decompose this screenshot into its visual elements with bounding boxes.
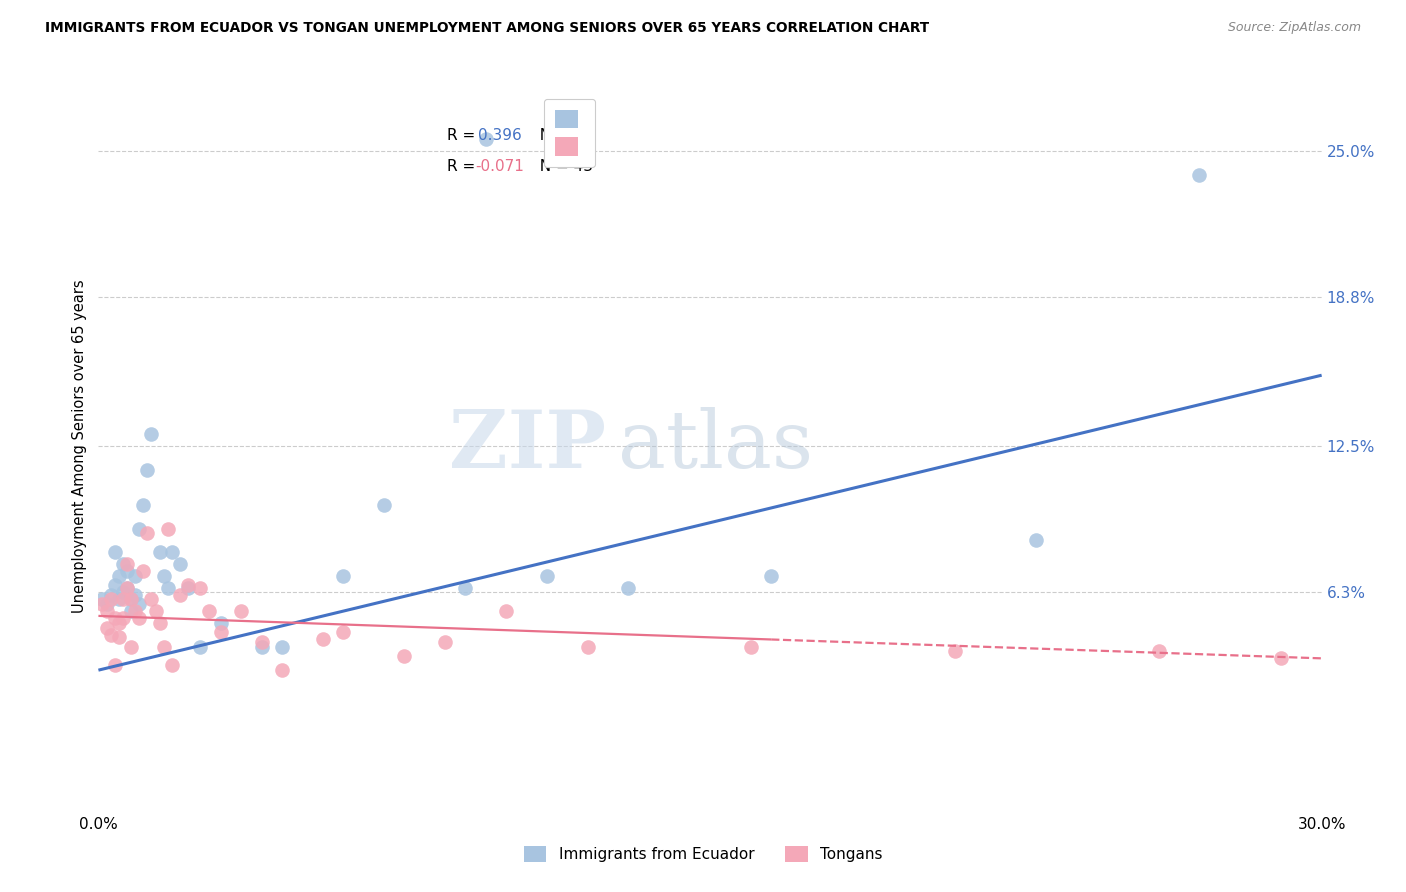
Point (149, 545, 172, 559)
Point (177, 578, 200, 592)
Point (124, 588, 146, 602)
Point (160, 658, 183, 673)
Point (1025, 533, 1047, 548)
Point (120, 592, 142, 607)
Y-axis label: Unemployment Among Seniors over 65 years: Unemployment Among Seniors over 65 years (72, 279, 87, 613)
Text: IMMIGRANTS FROM ECUADOR VS TONGAN UNEMPLOYMENT AMONG SENIORS OVER 65 YEARS CORRE: IMMIGRANTS FROM ECUADOR VS TONGAN UNEMPL… (45, 21, 929, 36)
Point (1270, 651, 1292, 665)
Point (152, 640, 174, 654)
Point (209, 625, 232, 640)
Point (128, 597, 150, 611)
Point (104, 578, 127, 592)
Point (145, 604, 167, 618)
Point (91, 597, 114, 611)
Point (132, 564, 155, 578)
Point (108, 592, 131, 607)
Point (740, 640, 762, 654)
Point (197, 604, 219, 618)
Point (231, 604, 253, 618)
Point (124, 568, 146, 582)
Point (270, 663, 294, 677)
Point (156, 522, 179, 536)
Point (332, 625, 354, 640)
Text: atlas: atlas (619, 407, 814, 485)
Point (141, 592, 163, 607)
Point (120, 592, 142, 607)
Point (104, 611, 127, 625)
Point (454, 581, 477, 595)
Point (136, 462, 159, 476)
Point (169, 557, 191, 571)
Point (108, 568, 131, 582)
Text: N = 39: N = 39 (530, 128, 593, 143)
Point (332, 568, 354, 582)
Text: R =: R = (447, 128, 481, 143)
Point (617, 581, 640, 595)
Point (177, 581, 200, 595)
Legend: , : , (544, 99, 595, 167)
Point (115, 581, 138, 595)
Point (188, 581, 212, 595)
Point (96, 597, 118, 611)
Point (108, 615, 131, 630)
Point (312, 632, 335, 647)
Text: 0.396: 0.396 (478, 128, 522, 143)
Point (160, 545, 183, 559)
Point (209, 615, 232, 630)
Point (152, 568, 174, 582)
Point (111, 557, 134, 571)
Point (111, 585, 134, 599)
Point (96, 604, 118, 618)
Point (96, 621, 118, 635)
Point (761, 568, 783, 582)
Point (111, 592, 134, 607)
Point (136, 526, 159, 541)
Point (943, 644, 966, 658)
Text: -0.071: -0.071 (475, 159, 524, 174)
Point (124, 604, 146, 618)
Point (115, 581, 138, 595)
Point (270, 640, 294, 654)
Point (115, 564, 138, 578)
Point (250, 640, 273, 654)
Point (128, 522, 150, 536)
Point (91, 592, 114, 607)
Point (128, 611, 150, 625)
Point (392, 648, 416, 663)
Point (250, 635, 273, 649)
Point (115, 557, 138, 571)
Point (120, 604, 142, 618)
Legend: Immigrants from Ecuador, Tongans: Immigrants from Ecuador, Tongans (517, 840, 889, 868)
Point (104, 658, 127, 673)
Text: Source: ZipAtlas.com: Source: ZipAtlas.com (1227, 21, 1361, 35)
Point (100, 592, 122, 607)
Point (149, 615, 172, 630)
Point (536, 568, 558, 582)
Point (576, 640, 599, 654)
Point (169, 588, 191, 602)
Point (141, 427, 163, 442)
Text: R =: R = (447, 159, 481, 174)
Point (108, 630, 131, 644)
Point (111, 611, 134, 625)
Point (120, 640, 142, 654)
Point (495, 604, 517, 618)
Point (100, 628, 122, 642)
Point (1147, 644, 1170, 658)
Point (188, 640, 212, 654)
Point (100, 588, 122, 602)
Point (132, 498, 155, 512)
Point (1188, 168, 1211, 182)
Point (104, 545, 127, 559)
Point (474, 132, 498, 146)
Point (434, 635, 457, 649)
Text: ZIP: ZIP (449, 407, 606, 485)
Point (156, 581, 179, 595)
Point (373, 498, 395, 512)
Text: N = 43: N = 43 (530, 159, 593, 174)
